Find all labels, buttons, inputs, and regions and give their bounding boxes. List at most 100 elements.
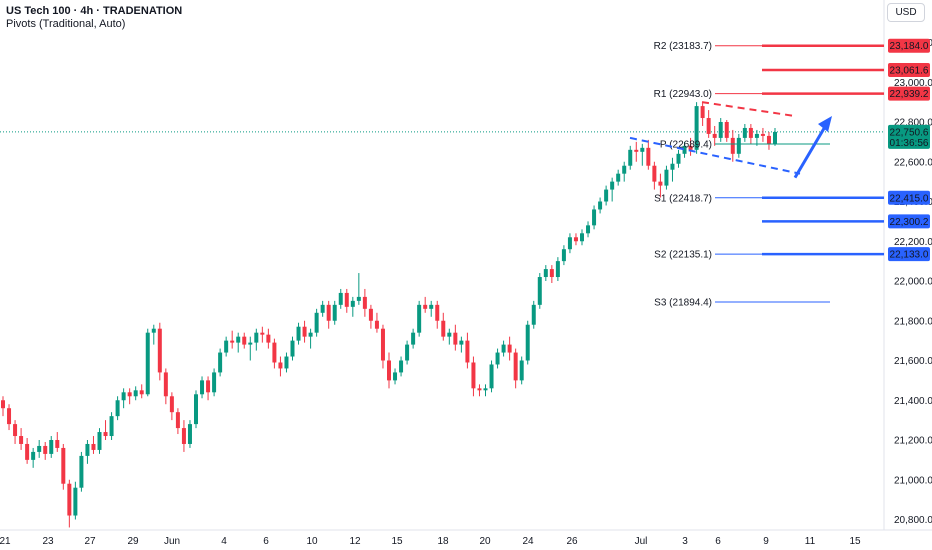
candle-body (278, 362, 283, 369)
candle-body (610, 181, 615, 190)
badge-support-text: 22,300.2 (890, 217, 929, 228)
candle-body (314, 312, 319, 333)
candle-body (399, 360, 404, 373)
candle-body (200, 380, 205, 395)
chart-title: US Tech 100 · 4h · TRADENATION (6, 5, 183, 17)
candle-body (37, 445, 42, 452)
candle-body (260, 332, 265, 335)
badge-r1-bg (888, 86, 930, 101)
candle-body (507, 344, 512, 353)
candle-body (531, 304, 536, 325)
badge-r1-text: 22,939.2 (890, 89, 929, 100)
lower-trendline[interactable] (629, 136, 801, 175)
time-tick-label: 3 (682, 536, 688, 547)
projection-arrow-shaft[interactable] (793, 124, 828, 179)
candle-body (79, 455, 84, 488)
time-tick-label: 18 (437, 536, 449, 547)
candle-body (25, 443, 30, 460)
candle-body (646, 147, 651, 166)
upper-trendline[interactable] (701, 101, 796, 118)
candle-body (773, 131, 777, 144)
candle-body (308, 332, 313, 337)
time-tick-label: Jul (635, 536, 648, 547)
pivot-r1-label: R1 (22943.0) (654, 89, 712, 100)
candle-body (634, 149, 639, 152)
candle-body (712, 133, 717, 138)
time-tick-label: 26 (566, 536, 578, 547)
time-tick-label: 4 (221, 536, 227, 547)
candle-body (465, 340, 470, 363)
candle-body (206, 380, 211, 393)
candle-body (338, 292, 343, 305)
candle-body (67, 483, 72, 516)
candle-body (411, 332, 416, 345)
candle-body (393, 372, 398, 381)
candle-body (429, 304, 434, 309)
candle-body (194, 394, 198, 425)
candle-body (19, 436, 24, 444)
candle-body (694, 106, 699, 150)
candle-body (181, 428, 186, 444)
candle-body (236, 336, 241, 343)
candle-body (489, 364, 494, 389)
candle-body (1, 400, 5, 409)
pivot-s2-label: S2 (22135.1) (654, 250, 712, 261)
candle-body (543, 269, 548, 278)
candle-body (302, 326, 307, 337)
candle-body (519, 360, 524, 381)
candle-body (290, 340, 295, 357)
candle-body (658, 181, 663, 186)
indicator-label[interactable]: Pivots (Traditional, Auto) (6, 18, 126, 30)
price-tick-label: 21,000.0 (894, 475, 932, 486)
candle-body (320, 304, 325, 313)
time-tick-label: 27 (84, 536, 96, 547)
candle-body (724, 122, 729, 138)
candle-body (242, 336, 247, 345)
candle-body (218, 352, 223, 373)
price-tick-label: 22,800.0 (894, 118, 932, 129)
candle-body (13, 424, 18, 437)
price-tick-label: 22,600.0 (894, 157, 932, 168)
candle-body (598, 201, 603, 210)
candle-body (85, 443, 90, 456)
candle-body (525, 324, 530, 361)
candle-body (248, 342, 253, 345)
candle-body (435, 304, 440, 321)
candle-body (730, 137, 735, 154)
badge-resistance-text: 23,061.6 (890, 66, 929, 77)
candle-body (754, 133, 759, 138)
candle-body (441, 320, 446, 337)
candle-body (212, 372, 217, 393)
candle-body (368, 308, 373, 321)
candle-body (230, 340, 235, 343)
candle-body (224, 340, 229, 353)
candle-body (423, 304, 428, 309)
candle-body (604, 189, 609, 202)
price-tick-label: 22,000.0 (894, 277, 932, 288)
time-tick-label: 15 (391, 536, 403, 547)
candle-body (151, 328, 156, 333)
candle-body (537, 277, 542, 305)
candle-body (380, 328, 385, 361)
time-tick-label: 20 (479, 536, 491, 547)
candle-body (145, 332, 150, 395)
candle-body (736, 137, 741, 154)
badge-r2-text: 23,184.0 (890, 41, 929, 52)
candle-body (652, 165, 657, 182)
time-tick-label: 11 (805, 536, 816, 547)
candle-body (73, 487, 78, 516)
candle-body (640, 147, 645, 152)
badge-s2-bg (888, 247, 930, 262)
currency-button[interactable]: USD (887, 3, 925, 22)
candle-body (43, 445, 48, 454)
candle-body (766, 135, 771, 144)
candle-body (133, 390, 138, 397)
candle-body (742, 127, 747, 138)
price-tick-label: 21,400.0 (894, 396, 932, 407)
candle-body (109, 416, 114, 437)
candle-body (163, 372, 168, 397)
candle-body (706, 118, 711, 134)
candle-body (664, 169, 669, 186)
candle-body (121, 392, 126, 401)
